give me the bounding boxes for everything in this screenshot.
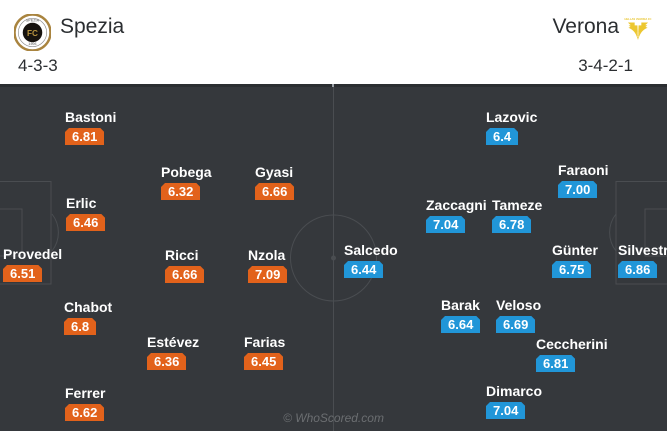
svg-text:1906: 1906 xyxy=(28,42,36,46)
svg-text:FC: FC xyxy=(27,29,38,38)
svg-text:SPEZIA: SPEZIA xyxy=(26,18,40,22)
svg-text:HELLAS VERONA FC: HELLAS VERONA FC xyxy=(625,17,652,21)
